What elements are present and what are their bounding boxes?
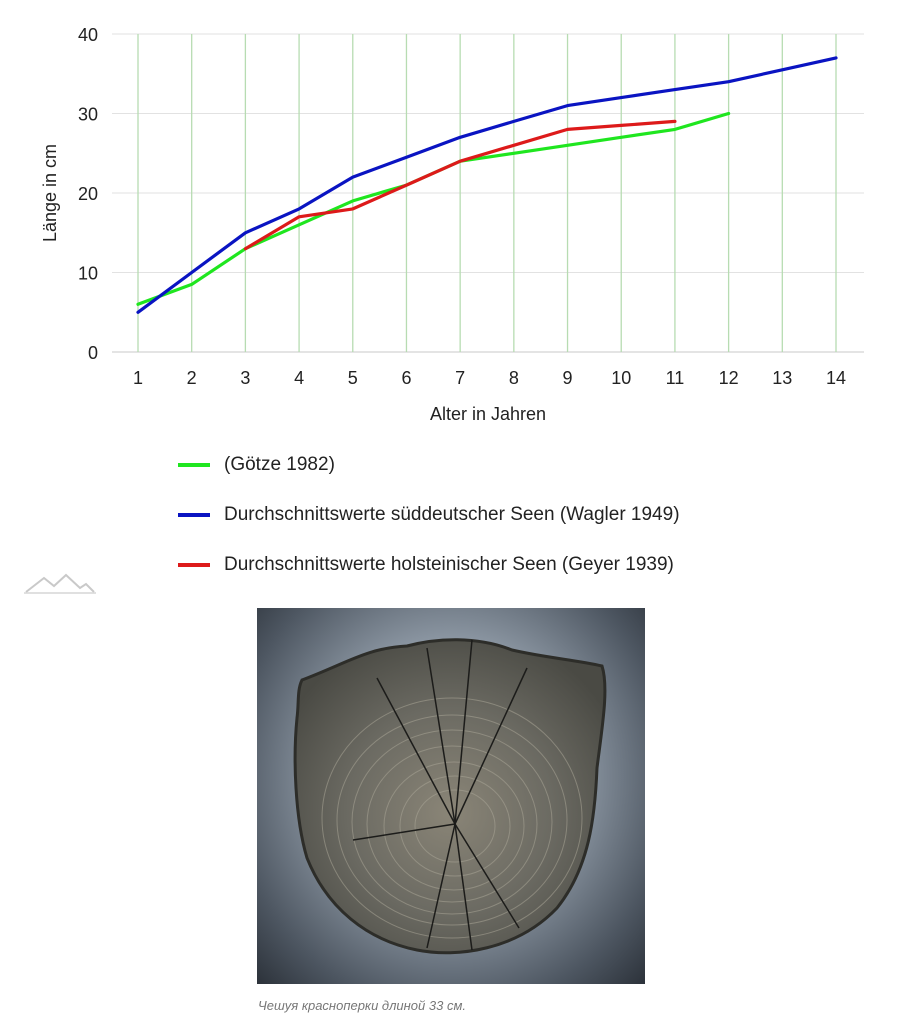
x-tick-label-11: 11 bbox=[666, 368, 685, 388]
fish-scale-drawing bbox=[293, 638, 607, 955]
x-axis-label: Alter in Jahren bbox=[430, 404, 546, 424]
x-tick-label-2: 2 bbox=[187, 368, 197, 388]
x-tick-label-14: 14 bbox=[826, 368, 846, 388]
series-line-3 bbox=[243, 119, 677, 251]
chart-legend: (Götze 1982) Durchschnittswerte süddeuts… bbox=[178, 440, 680, 590]
series-line-1 bbox=[136, 111, 731, 306]
fish-scale-photo bbox=[257, 608, 645, 984]
legend-label-goetze: (Götze 1982) bbox=[224, 454, 335, 475]
x-tick-label-6: 6 bbox=[401, 368, 411, 388]
x-tick-label-13: 13 bbox=[772, 368, 792, 388]
x-tick-label-12: 12 bbox=[719, 368, 739, 388]
legend-label-geyer: Durchschnittswerte holsteinischer Seen (… bbox=[224, 554, 674, 575]
y-tick-label-20: 20 bbox=[78, 184, 98, 204]
y-tick-label-40: 40 bbox=[78, 25, 98, 45]
x-tick-label-10: 10 bbox=[611, 368, 631, 388]
legend-item-wagler: Durchschnittswerte süddeutscher Seen (Wa… bbox=[178, 490, 680, 540]
grid-lines bbox=[112, 33, 864, 353]
y-tick-label-0: 0 bbox=[88, 343, 98, 363]
mountain-logo-icon bbox=[24, 573, 96, 594]
photo-caption: Чешуя красноперки длиной 33 см. bbox=[258, 998, 466, 1013]
y-axis-label: Länge in cm bbox=[40, 144, 60, 242]
y-tick-label-10: 10 bbox=[78, 264, 98, 284]
x-tick-label-8: 8 bbox=[509, 368, 519, 388]
legend-item-geyer: Durchschnittswerte holsteinischer Seen (… bbox=[178, 540, 680, 590]
legend-label-wagler: Durchschnittswerte süddeutscher Seen (Wa… bbox=[224, 504, 680, 525]
x-tick-label-5: 5 bbox=[348, 368, 358, 388]
x-tick-label-3: 3 bbox=[240, 368, 250, 388]
x-tick-label-1: 1 bbox=[133, 368, 143, 388]
series-line-2 bbox=[136, 56, 838, 314]
x-tick-label-4: 4 bbox=[294, 368, 304, 388]
x-tick-label-9: 9 bbox=[563, 368, 573, 388]
y-tick-label-30: 30 bbox=[78, 105, 98, 125]
legend-item-goetze: (Götze 1982) bbox=[178, 440, 680, 490]
series-lines bbox=[136, 56, 838, 314]
legend-swatch-wagler bbox=[178, 513, 210, 517]
legend-swatch-geyer bbox=[178, 563, 210, 567]
legend-swatch-goetze bbox=[178, 463, 210, 467]
x-tick-label-7: 7 bbox=[455, 368, 465, 388]
